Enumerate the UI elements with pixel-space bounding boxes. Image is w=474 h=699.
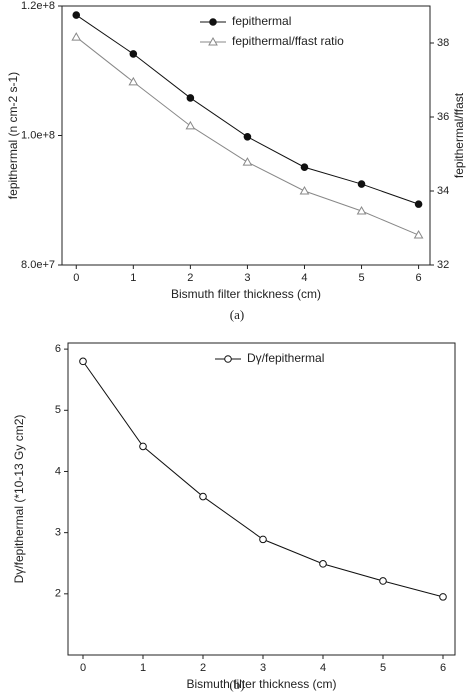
- marker: [128, 76, 139, 86]
- y-tick-label: 8.0e+7: [21, 259, 55, 271]
- x-tick-label: 6: [416, 272, 422, 284]
- legend-label: fepithermal: [232, 14, 291, 28]
- caption: (b): [229, 677, 244, 692]
- legend-label: Dγ/fepithermal: [247, 351, 324, 365]
- x-tick-label: 1: [140, 662, 146, 674]
- marker: [71, 32, 82, 41]
- marker: [414, 200, 423, 208]
- series-line: [82, 361, 444, 598]
- marker: [379, 577, 387, 585]
- x-tick-label: 0: [80, 662, 86, 674]
- marker: [439, 593, 447, 601]
- caption: (a): [230, 307, 244, 322]
- marker: [413, 230, 424, 239]
- legend-label: fepithermal/ffast ratio: [232, 34, 344, 48]
- x-tick-label: 2: [200, 662, 206, 674]
- y-axis-label: fepithermal (n cm-2 s-1): [6, 72, 20, 199]
- marker: [242, 157, 253, 166]
- marker: [319, 560, 327, 568]
- marker: [79, 357, 87, 366]
- x-tick-label: 4: [301, 272, 307, 284]
- marker: [259, 535, 267, 544]
- x-tick-label: 3: [244, 272, 250, 284]
- y2-tick-label: 36: [437, 111, 449, 123]
- y-tick-label: 5: [55, 404, 61, 416]
- marker: [129, 50, 138, 58]
- x-tick-label: 5: [358, 272, 364, 284]
- marker: [224, 355, 232, 363]
- marker: [357, 180, 366, 188]
- x-tick-label: 3: [260, 662, 266, 674]
- x-tick-label: 1: [130, 272, 136, 284]
- marker: [186, 94, 195, 102]
- y2-tick-label: 38: [437, 37, 449, 49]
- marker: [199, 492, 207, 501]
- x-tick-label: 4: [320, 662, 326, 674]
- marker: [356, 205, 367, 215]
- marker: [300, 163, 309, 172]
- y2-axis-label: fepithermal/ffast: [452, 92, 466, 178]
- x-axis-label: Bismuth filter thickness (cm): [186, 677, 336, 691]
- y-tick-label: 6: [55, 343, 61, 355]
- x-tick-label: 0: [73, 272, 79, 284]
- marker: [139, 442, 147, 451]
- x-tick-label: 2: [187, 272, 193, 284]
- plot-frame: [67, 342, 456, 656]
- y2-tick-label: 34: [437, 185, 449, 197]
- y-tick-label: 4: [55, 465, 61, 477]
- y-axis-label: Dγ/fepithermal (*10-13 Gy cm2): [12, 415, 26, 584]
- y-tick-label: 1.2e+8: [21, 0, 55, 12]
- marker: [185, 120, 196, 130]
- x-tick-label: 6: [440, 662, 446, 674]
- x-tick-label: 5: [380, 662, 386, 674]
- y-tick-label: 3: [55, 527, 61, 539]
- marker: [72, 11, 81, 19]
- y2-tick-label: 32: [437, 259, 449, 271]
- marker: [208, 36, 218, 46]
- y-tick-label: 1.0e+8: [21, 129, 55, 141]
- marker: [209, 18, 217, 26]
- marker: [243, 132, 252, 141]
- y-tick-label: 2: [55, 588, 61, 600]
- x-axis-label: Bismuth filter thickness (cm): [171, 287, 321, 301]
- marker: [299, 185, 310, 195]
